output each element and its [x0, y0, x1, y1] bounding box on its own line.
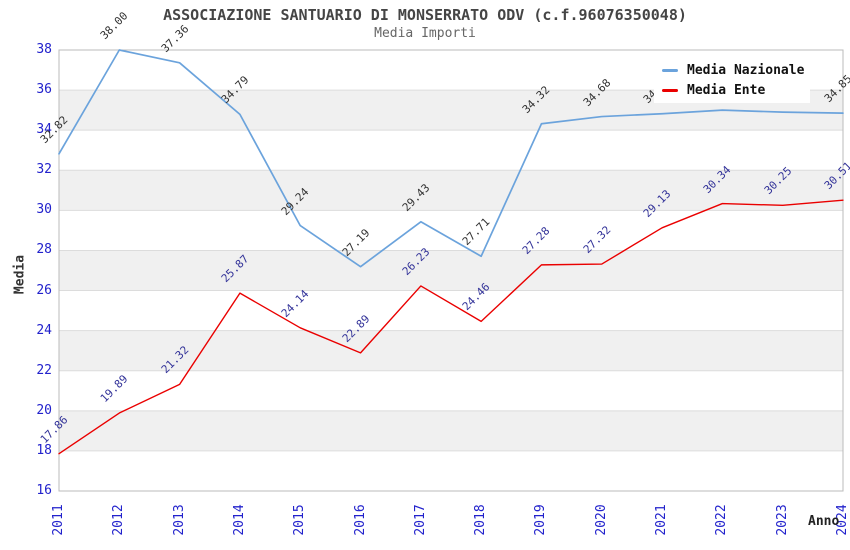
y-axis-title: Media — [12, 254, 28, 295]
grid-band — [59, 250, 843, 291]
grid-band — [59, 410, 843, 451]
series-line-media-nazionale — [58, 49, 844, 268]
grid-band — [59, 330, 843, 371]
legend: Media Nazionale Media Ente — [654, 57, 810, 103]
plot-border — [58, 49, 844, 492]
chart-subtitle: Media Importi — [374, 26, 476, 41]
chart-title: ASSOCIAZIONE SANTUARIO DI MONSERRATO ODV… — [163, 6, 687, 24]
legend-item: Media Nazionale — [662, 63, 810, 78]
series-line-media-ente — [58, 199, 844, 455]
legend-label: Media Ente — [687, 82, 766, 98]
legend-line-swatch — [662, 88, 678, 92]
legend-line-swatch — [662, 68, 678, 72]
legend-item: Media Ente — [662, 83, 810, 98]
legend-label: Media Nazionale — [687, 62, 805, 78]
grid-band — [59, 170, 843, 211]
x-axis-title: Anno — [808, 514, 840, 529]
